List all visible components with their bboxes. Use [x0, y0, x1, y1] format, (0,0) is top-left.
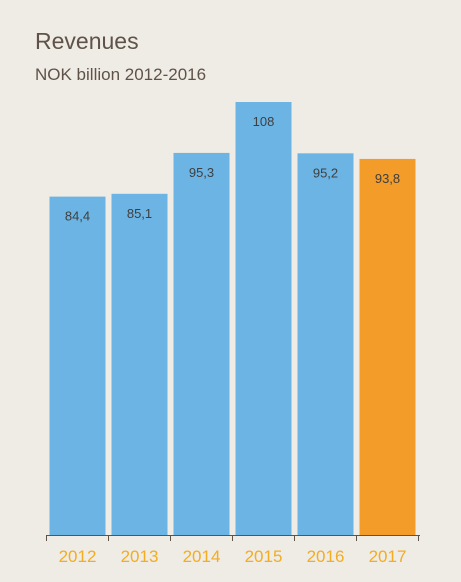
- x-tick-label-2014: 2014: [183, 547, 221, 566]
- bar-2016: [297, 153, 354, 535]
- bar-2014: [173, 152, 230, 535]
- x-tick-label-2015: 2015: [245, 547, 283, 566]
- bar-value-label-2012: 84,4: [65, 209, 90, 224]
- bar-value-label-2017: 93,8: [375, 171, 400, 186]
- bars-group: 84,4 85,1 95,3 108 95,2 93,8: [49, 102, 416, 535]
- chart-subtitle: NOK billion 2012-2016: [35, 65, 207, 84]
- bar-2017: [359, 158, 416, 535]
- bar-value-label-2013: 85,1: [127, 206, 152, 221]
- axis-group: [46, 535, 420, 541]
- chart-title: Revenues: [35, 28, 139, 54]
- bar-value-label-2016: 95,2: [313, 165, 338, 180]
- x-tick-label-2017: 2017: [369, 547, 407, 566]
- x-tick-label-2012: 2012: [59, 547, 97, 566]
- bar-2012: [49, 196, 106, 535]
- bar-value-label-2014: 95,3: [189, 165, 214, 180]
- x-tick-label-2016: 2016: [307, 547, 345, 566]
- bar-value-label-2015: 108: [253, 114, 275, 129]
- tick-labels-group: 2012 2013 2014 2015 2016 2017: [59, 547, 407, 566]
- bar-2013: [111, 193, 168, 535]
- bar-2015: [235, 102, 292, 535]
- x-tick-label-2013: 2013: [121, 547, 159, 566]
